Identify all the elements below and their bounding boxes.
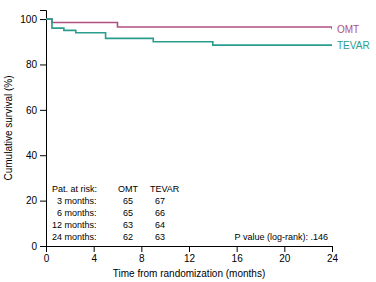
risk-table-row-label: 24 months: (52, 232, 97, 242)
x-axis: 0 4 8 12 16 20 24 (44, 246, 339, 264)
y-axis: 0 20 40 60 80 100 (20, 11, 46, 252)
x-tick-label: 12 (184, 253, 196, 264)
axis-line (40, 11, 47, 247)
risk-table-column: OMT (118, 184, 138, 194)
risk-table-value: 67 (155, 196, 165, 206)
x-tick-mark (284, 246, 285, 252)
axis-line (47, 247, 333, 253)
y-tick-mark (40, 19, 46, 20)
x-tick-mark (189, 246, 190, 252)
x-tick-label: 8 (139, 253, 145, 264)
plot-area: 04812162024020406080100OMTTEVARPat. at r… (20, 11, 369, 265)
y-tick-mark (40, 64, 46, 65)
x-tick: 12 (184, 246, 196, 264)
series-label: OMT (337, 24, 359, 35)
x-axis-title: Time from randomization (months) (113, 268, 265, 279)
risk-table-title: Pat. at risk: (52, 184, 97, 194)
x-tick: 24 (327, 246, 339, 264)
x-tick-label: 0 (44, 253, 50, 264)
y-tick-label: 0 (31, 241, 37, 252)
x-tick: 4 (91, 246, 97, 264)
y-tick-mark (40, 110, 46, 111)
survival-line (46, 19, 332, 45)
x-tick-label: 20 (279, 253, 291, 264)
y-tick-mark (40, 155, 46, 156)
risk-table-value: 65 (123, 208, 133, 218)
x-tick-mark (141, 246, 142, 252)
y-tick: 40 (26, 150, 46, 161)
annotation: P value (log-rank): .146 (235, 232, 328, 242)
x-tick: 8 (139, 246, 145, 264)
y-tick-label: 40 (26, 150, 38, 161)
risk-table-row-label: 3 months: (52, 196, 97, 206)
y-tick: 60 (26, 105, 46, 116)
risk-table-row-label: 6 months: (52, 208, 97, 218)
risk-table-value: 64 (155, 220, 165, 230)
y-tick-label: 100 (20, 14, 37, 25)
x-tick-mark (332, 246, 333, 252)
risk-table: Pat. at risk: OMT TEVAR 3 months: 65 67 6 mo… (52, 184, 180, 242)
survival-line (46, 19, 332, 29)
y-tick-label: 20 (26, 195, 38, 206)
risk-table-value: 63 (155, 232, 165, 242)
chart: 04812162024020406080100OMTTEVARPat. at r… (0, 0, 376, 282)
risk-table-row-label: 12 months: (52, 220, 97, 230)
y-axis-title: Cumulative survival (%) (3, 75, 14, 180)
x-tick-mark (94, 246, 95, 252)
series-group (46, 19, 332, 45)
x-tick-label: 24 (327, 253, 339, 264)
y-tick: 0 (31, 241, 46, 252)
y-tick-label: 60 (26, 105, 38, 116)
risk-table-value: 65 (123, 196, 133, 206)
x-tick: 0 (44, 246, 50, 264)
x-tick: 16 (232, 246, 244, 264)
y-tick: 20 (26, 195, 46, 206)
risk-table-column: TEVAR (150, 184, 180, 194)
x-tick-label: 4 (91, 253, 97, 264)
series-label: TEVAR (337, 40, 370, 51)
x-tick-label: 16 (232, 253, 244, 264)
y-tick-mark (40, 246, 46, 247)
y-tick: 100 (20, 14, 46, 25)
x-tick-mark (237, 246, 238, 252)
risk-table-value: 63 (123, 220, 133, 230)
y-tick-mark (40, 201, 46, 202)
risk-table-value: 62 (123, 232, 133, 242)
y-tick-label: 80 (26, 59, 38, 70)
risk-table-value: 66 (155, 208, 165, 218)
y-tick: 80 (26, 59, 46, 70)
x-tick: 20 (279, 246, 291, 264)
